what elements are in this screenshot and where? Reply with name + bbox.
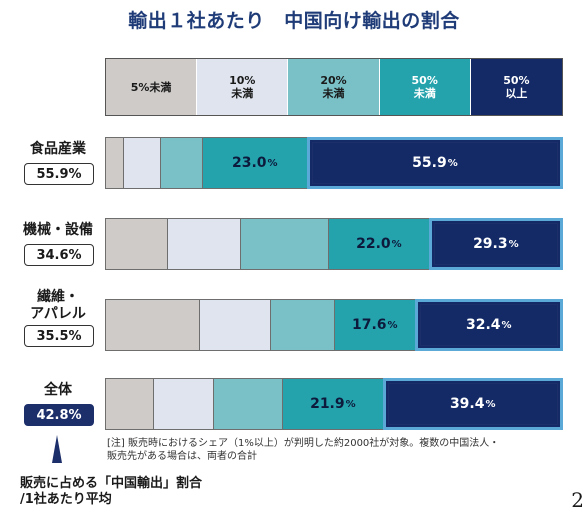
bar-segment-5: 39.4% xyxy=(382,378,563,430)
bar-segment-4: 17.6% xyxy=(333,299,415,351)
legend: 5%未満 10% 未満 20% 未満 50% 未満 50% 以上 xyxy=(105,58,563,116)
percent-sign: % xyxy=(387,319,398,331)
chart-title: 輸出１社あたり 中国向け輸出の割合 xyxy=(128,10,460,32)
data-label: 23.0 xyxy=(231,155,267,171)
bar-segment-3 xyxy=(159,137,202,189)
data-label: 32.4 xyxy=(465,317,501,333)
page-number: 2 xyxy=(571,488,584,512)
category-label: 機械・設備 xyxy=(23,222,93,238)
legend-item-2: 10% 未満 xyxy=(197,59,289,115)
bar-segment-1 xyxy=(105,299,199,351)
footnote: [注] 販売時におけるシェア（1%以上）が判明した約2000社が対象。複数の中国… xyxy=(107,438,500,462)
stacked-bar: 22.0% 29.3% xyxy=(105,218,563,270)
legend-item-4: 50% 未満 xyxy=(379,59,471,115)
average-badge: 42.8% xyxy=(24,404,94,426)
data-label: 55.9 xyxy=(412,155,447,171)
average-badge: 34.6% xyxy=(24,244,94,266)
bar-segment-1 xyxy=(105,218,167,270)
category-label: 全体 xyxy=(44,382,72,398)
percent-sign: % xyxy=(391,238,402,250)
data-label: 39.4 xyxy=(449,396,485,412)
percent-sign: % xyxy=(501,319,512,331)
bar-segment-3 xyxy=(240,218,329,270)
legend-item-5: 50% 以上 xyxy=(470,59,563,115)
bar-segment-3 xyxy=(269,299,334,351)
bar-segment-5: 32.4% xyxy=(414,299,563,351)
percent-sign: % xyxy=(345,398,356,410)
legend-item-3: 20% 未満 xyxy=(288,59,380,115)
percent-sign: % xyxy=(485,398,496,410)
bar-segment-1 xyxy=(105,378,154,430)
data-label: 22.0 xyxy=(356,236,391,252)
percent-sign: % xyxy=(447,157,458,169)
percent-sign: % xyxy=(508,238,519,250)
bar-segment-2 xyxy=(123,137,160,189)
bar-segment-4: 22.0% xyxy=(328,218,429,270)
category-label: 食品産業 xyxy=(30,141,86,157)
average-caption-line1: 販売に占める「中国輸出」割合 xyxy=(20,476,203,491)
bar-segment-3 xyxy=(212,378,283,430)
data-label: 29.3 xyxy=(473,236,508,252)
bar-segment-1 xyxy=(105,137,124,189)
average-pointer-icon xyxy=(52,435,62,463)
stacked-bar: 17.6% 32.4% xyxy=(105,299,563,351)
percent-sign: % xyxy=(267,157,278,169)
bar-segment-4: 21.9% xyxy=(282,378,383,430)
data-label: 21.9 xyxy=(310,396,345,412)
bar-segment-4: 23.0% xyxy=(201,137,307,189)
average-caption: 販売に占める「中国輸出」割合 /1社あたり平均 xyxy=(20,476,202,508)
average-badge: 55.9% xyxy=(24,163,94,185)
stacked-bar: 21.9% 39.4% xyxy=(105,378,563,430)
bar-segment-2 xyxy=(153,378,213,430)
bar-segment-2 xyxy=(198,299,270,351)
bar-segment-5: 29.3% xyxy=(428,218,563,270)
data-label: 17.6 xyxy=(351,317,387,333)
category-label: 繊維・ アパレル xyxy=(30,289,86,322)
average-caption-line2: /1社あたり平均 xyxy=(20,492,112,507)
bar-segment-2 xyxy=(166,218,241,270)
average-badge: 35.5% xyxy=(24,325,94,347)
stacked-bar: 23.0% 55.9% xyxy=(105,137,563,189)
bar-segment-5: 55.9% xyxy=(306,137,563,189)
legend-item-1: 5%未満 xyxy=(106,59,198,115)
